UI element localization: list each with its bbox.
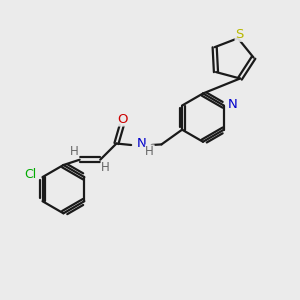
Text: Cl: Cl bbox=[24, 168, 36, 181]
Text: H: H bbox=[101, 161, 110, 175]
Text: S: S bbox=[235, 28, 244, 41]
Text: N: N bbox=[136, 137, 146, 150]
Text: N: N bbox=[227, 98, 237, 111]
Text: O: O bbox=[117, 113, 128, 126]
Text: H: H bbox=[70, 145, 79, 158]
Text: H: H bbox=[145, 145, 154, 158]
